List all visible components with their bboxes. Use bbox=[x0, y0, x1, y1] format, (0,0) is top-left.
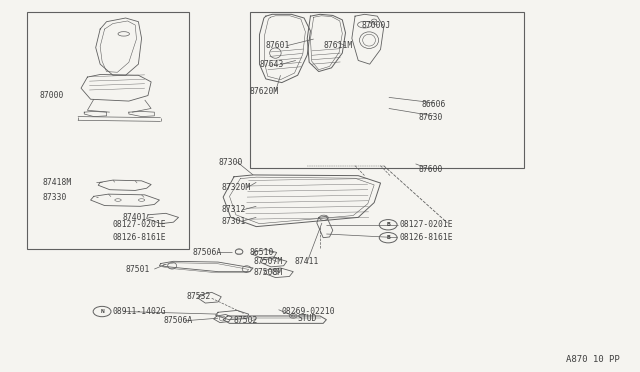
Text: 87507M: 87507M bbox=[253, 257, 282, 266]
Text: 87611M: 87611M bbox=[323, 41, 353, 50]
Text: 87418M: 87418M bbox=[43, 178, 72, 187]
Text: 87300: 87300 bbox=[218, 157, 243, 167]
Text: 87000: 87000 bbox=[40, 91, 64, 100]
Text: 87301: 87301 bbox=[221, 217, 246, 225]
Text: N: N bbox=[100, 309, 104, 314]
Text: 87506A: 87506A bbox=[193, 248, 222, 257]
Text: 08126-8161E: 08126-8161E bbox=[112, 233, 166, 242]
Text: 87506A: 87506A bbox=[164, 316, 193, 325]
Text: 86510: 86510 bbox=[250, 248, 275, 257]
Text: 87501: 87501 bbox=[125, 264, 150, 273]
Bar bbox=[250, 13, 524, 167]
Text: 87502: 87502 bbox=[234, 316, 259, 325]
Bar bbox=[27, 13, 189, 249]
Text: 87312: 87312 bbox=[221, 205, 246, 215]
Text: 87000J: 87000J bbox=[362, 21, 390, 30]
Text: 87508M: 87508M bbox=[253, 268, 282, 277]
Text: 87620M: 87620M bbox=[250, 87, 279, 96]
Text: 86606: 86606 bbox=[422, 100, 446, 109]
Text: 87401: 87401 bbox=[122, 213, 147, 222]
Text: 87320M: 87320M bbox=[221, 183, 250, 192]
Text: A870 10 PP: A870 10 PP bbox=[566, 355, 620, 364]
Text: 87330: 87330 bbox=[43, 193, 67, 202]
Text: STUD: STUD bbox=[298, 314, 317, 323]
Text: 08269-02210: 08269-02210 bbox=[282, 307, 335, 316]
Text: 87601: 87601 bbox=[266, 41, 290, 50]
Text: 87630: 87630 bbox=[419, 113, 443, 122]
Text: 87411: 87411 bbox=[294, 257, 319, 266]
Text: B: B bbox=[387, 235, 390, 240]
Text: 87600: 87600 bbox=[419, 165, 443, 174]
Text: 87643: 87643 bbox=[259, 60, 284, 69]
Text: 08127-0201E: 08127-0201E bbox=[112, 220, 166, 229]
Text: 08127-0201E: 08127-0201E bbox=[399, 220, 453, 229]
Text: B: B bbox=[387, 222, 390, 227]
Text: 08126-8161E: 08126-8161E bbox=[399, 233, 453, 242]
Text: 87532: 87532 bbox=[186, 292, 211, 301]
Text: 08911-1402G: 08911-1402G bbox=[113, 307, 166, 316]
